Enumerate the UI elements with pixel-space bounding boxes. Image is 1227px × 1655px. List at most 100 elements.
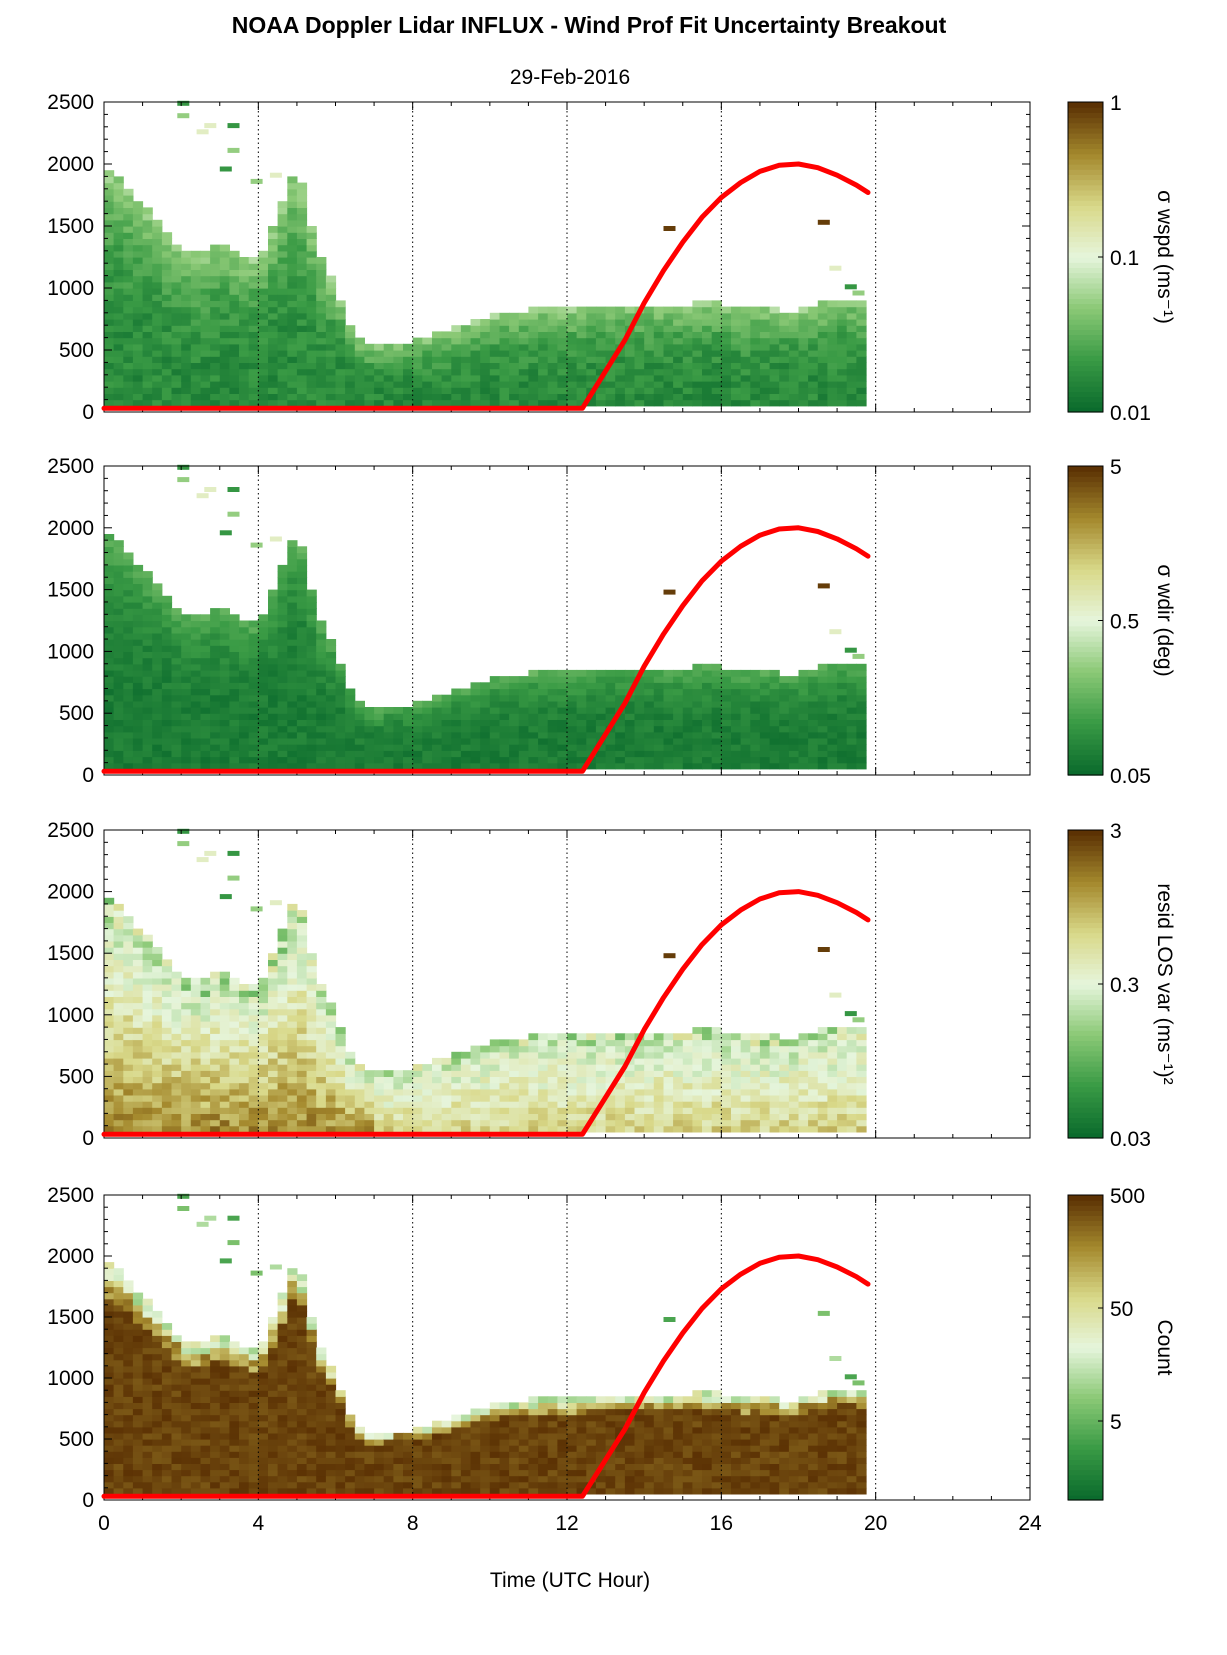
y-tick-label: 1000 [47, 277, 94, 300]
heatmap-cell [702, 1039, 713, 1047]
heatmap-cell [441, 362, 452, 370]
heatmap-cell [489, 331, 500, 339]
heatmap-cell [403, 737, 414, 745]
heatmap-cell [731, 1064, 742, 1071]
heatmap-cell [692, 669, 703, 677]
heatmap-cell [451, 1070, 462, 1077]
heatmap-cell [518, 676, 529, 683]
heatmap-cell [605, 713, 616, 720]
heatmap-cell [364, 1119, 375, 1127]
heatmap-cell [104, 916, 115, 923]
heatmap-cell [152, 602, 163, 609]
heatmap-cell [316, 1088, 327, 1096]
heatmap-cell [325, 1039, 337, 1047]
heatmap-cell [248, 325, 259, 332]
heatmap-cell [817, 325, 828, 332]
heatmap-cell [779, 688, 790, 696]
heatmap-cell [248, 275, 259, 283]
heatmap-cell [460, 1119, 472, 1127]
heatmap-cell [306, 1033, 317, 1041]
heatmap-cell [721, 731, 732, 739]
heatmap-cell [673, 1082, 684, 1090]
heatmap-cell [576, 744, 587, 751]
heatmap-cell [277, 1076, 288, 1084]
colorbar-segment [1068, 502, 1103, 508]
heatmap-cell [142, 207, 153, 215]
heatmap-cell [451, 694, 462, 702]
heatmap-cell [480, 1082, 491, 1090]
heatmap-cell [181, 632, 192, 640]
heatmap-cell [190, 731, 201, 739]
heatmap-cell [190, 682, 201, 690]
heatmap-cell [239, 669, 250, 677]
heatmap-cell [547, 368, 558, 376]
heatmap-cell [509, 682, 520, 690]
heatmap-cell [827, 343, 838, 351]
heatmap-cell [547, 381, 558, 388]
heatmap-cell [123, 294, 134, 301]
heatmap-cell [460, 762, 472, 770]
heatmap-cell [509, 1045, 520, 1053]
heatmap-cell [177, 828, 190, 834]
heatmap-cell [142, 663, 153, 671]
heatmap-cell [576, 337, 587, 345]
heatmap-cell [509, 707, 520, 714]
heatmap-cell [827, 1045, 838, 1053]
heatmap-cell [296, 700, 308, 708]
heatmap-cell [653, 331, 664, 339]
heatmap-cell [287, 744, 298, 751]
colorbar-segment [1068, 303, 1103, 310]
heatmap-cell [316, 362, 327, 370]
heatmap-cell [287, 1045, 298, 1053]
heatmap-cell [538, 719, 549, 727]
heatmap-cell [248, 762, 259, 770]
heatmap-cell [432, 744, 443, 751]
heatmap-cell [306, 626, 317, 634]
heatmap-cell [605, 682, 616, 690]
heatmap-cell [219, 294, 230, 301]
heatmap-cell [779, 737, 790, 745]
heatmap-cell [393, 362, 404, 370]
heatmap-cell [576, 362, 587, 370]
heatmap-cell [239, 368, 250, 376]
heatmap-cell [335, 719, 346, 727]
heatmap-cell [711, 306, 722, 314]
heatmap-cell [393, 725, 404, 733]
heatmap-cell [740, 312, 751, 320]
heatmap-cell [779, 750, 790, 758]
heatmap-cell [711, 688, 722, 696]
heatmap-cell [354, 387, 365, 394]
heatmap-cell [306, 984, 317, 991]
heatmap-cell [663, 1088, 674, 1096]
heatmap-cell [460, 1076, 472, 1084]
heatmap-cell [161, 1039, 173, 1047]
heatmap-cell [287, 725, 298, 733]
heatmap-cell [711, 1119, 722, 1127]
heatmap-cell [104, 343, 115, 351]
heatmap-cell [615, 700, 626, 708]
heatmap-cell [518, 731, 529, 739]
heatmap-cell [567, 387, 578, 394]
heatmap-cell [287, 275, 298, 283]
heatmap-cell [132, 1008, 144, 1016]
heatmap-cell [499, 337, 510, 345]
heatmap-cell [567, 688, 578, 696]
heatmap-cell [711, 713, 722, 720]
heatmap-cell [181, 374, 192, 382]
heatmap-cell [653, 1057, 664, 1065]
heatmap-cell [258, 275, 269, 283]
heatmap-cell [200, 250, 211, 258]
heatmap-cell [200, 626, 211, 634]
heatmap-cell [161, 1045, 173, 1053]
heatmap-cell [692, 399, 703, 407]
heatmap-cell [634, 350, 645, 357]
heatmap-cell [692, 1045, 703, 1053]
heatmap-cell [721, 756, 732, 764]
heatmap-cell [354, 756, 365, 764]
heatmap-cell [296, 934, 308, 942]
heatmap-cell [837, 1064, 848, 1071]
heatmap-cell [287, 620, 298, 628]
heatmap-cell [113, 1070, 124, 1077]
heatmap-cell [634, 762, 645, 770]
heatmap-cell [345, 750, 356, 758]
